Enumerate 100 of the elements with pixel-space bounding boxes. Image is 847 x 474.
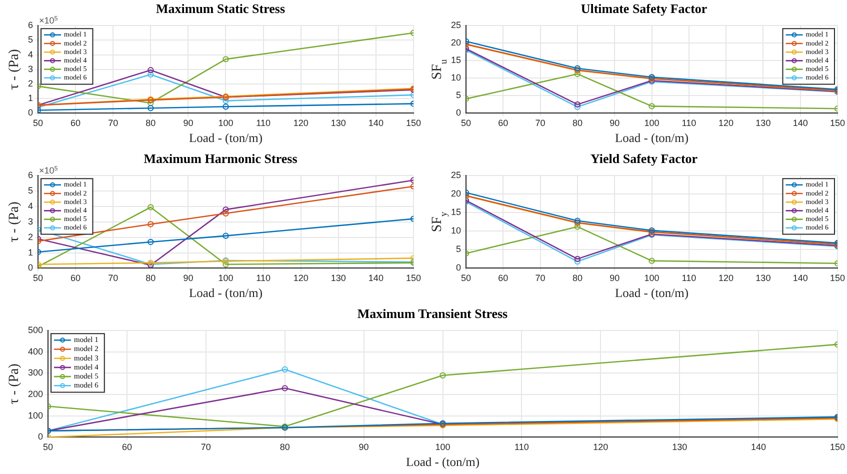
x-tick-label: 60 (498, 273, 508, 284)
y-tick-label: 10 (450, 72, 462, 83)
x-tick-label: 130 (672, 442, 688, 452)
x-tick-label: 70 (535, 273, 546, 284)
y-tick-label: 15 (450, 207, 462, 218)
x-tick-label: 80 (146, 273, 156, 284)
y-tick-label: 6 (28, 170, 34, 180)
x-tick-label: 70 (200, 442, 211, 452)
x-tick-label: 100 (218, 273, 234, 284)
y-tick-label: 25 (450, 20, 462, 30)
x-tick-label: 50 (43, 442, 54, 452)
x-tick-label: 60 (498, 118, 508, 128)
x-tick-label: 140 (751, 442, 766, 452)
x-tick-label: 120 (293, 118, 308, 128)
y-tick-label: 300 (28, 368, 44, 378)
y-tick-label: 1 (28, 247, 34, 258)
y-tick-label: 0 (28, 108, 34, 118)
x-axis-title: Load - (ton/m) (406, 454, 480, 469)
chart-title: Maximum Harmonic Stress (144, 151, 298, 166)
x-axis-title: Load - (ton/m) (614, 130, 689, 145)
x-tick-label: 110 (256, 273, 270, 284)
x-tick-label: 120 (718, 118, 734, 128)
y-tick-label: 2 (28, 232, 34, 242)
chart-title: Maximum Transient Stress (357, 306, 508, 322)
x-tick-label: 130 (756, 118, 771, 128)
y-axis-title: τ - (Pa) (7, 48, 22, 90)
x-axis-title: Load - (ton/m) (188, 286, 263, 300)
x-tick-label: 80 (572, 118, 582, 128)
x-tick-label: 150 (830, 442, 846, 452)
x-tick-label: 80 (572, 273, 582, 284)
y-tick-label: 3 (28, 64, 34, 74)
x-tick-label: 70 (535, 118, 546, 128)
y-tick-label: 200 (28, 389, 44, 400)
y-tick-label: 0 (456, 108, 462, 118)
x-tick-label: 90 (358, 442, 369, 452)
y-tick-label: 4 (28, 200, 34, 211)
x-tick-label: 100 (644, 118, 660, 128)
y-tick-label: 5 (28, 186, 34, 196)
y-tick-label: 400 (28, 346, 44, 356)
x-tick-label: 80 (280, 442, 290, 452)
x-tick-label: 150 (830, 118, 846, 128)
y-tick-label: 15 (450, 55, 462, 66)
x-tick-label: 130 (330, 118, 346, 128)
x-tick-label: 70 (108, 118, 118, 128)
y-tick-label: 5 (456, 90, 462, 100)
x-tick-label: 140 (368, 118, 384, 128)
x-tick-label: 90 (610, 273, 620, 284)
x-axis-title: Load - (ton/m) (188, 130, 263, 145)
y-tick-label: 0 (456, 262, 462, 273)
x-tick-label: 100 (218, 118, 234, 128)
y-tick-label: 5 (28, 34, 34, 45)
chart-title: Yield Safety Factor (590, 151, 698, 166)
y-tick-label: 1 (28, 93, 34, 104)
y-tick-label: 500 (28, 325, 44, 336)
y-tick-label: 4 (28, 49, 34, 60)
y-tick-label: 0 (38, 432, 44, 442)
x-tick-label: 120 (718, 273, 734, 284)
x-tick-label: 60 (70, 118, 81, 128)
y-tick-label: 25 (450, 170, 462, 180)
y-tick-label: 20 (450, 188, 462, 199)
x-tick-label: 110 (682, 273, 696, 284)
x-tick-label: 140 (368, 273, 384, 284)
y-tick-label: 3 (28, 216, 34, 226)
x-tick-label: 90 (183, 273, 194, 284)
y-tick-label: 100 (28, 410, 44, 420)
x-tick-label: 50 (33, 118, 44, 128)
x-axis-title: Load - (ton/m) (614, 286, 689, 300)
y-axis-title: τ - (Pa) (7, 363, 22, 404)
x-tick-label: 50 (33, 273, 44, 284)
x-tick-label: 110 (256, 118, 270, 128)
y-tick-label: 5 (456, 244, 462, 254)
x-tick-label: 120 (593, 442, 608, 452)
chart-title: Ultimate Safety Factor (580, 1, 708, 16)
x-tick-label: 110 (514, 442, 529, 452)
x-tick-label: 60 (70, 273, 81, 284)
x-tick-label: 50 (461, 273, 472, 284)
y-tick-label: 10 (450, 226, 462, 236)
x-tick-label: 130 (756, 273, 771, 284)
x-tick-label: 140 (792, 118, 808, 128)
x-tick-label: 100 (435, 442, 450, 452)
x-tick-label: 110 (682, 118, 696, 128)
y-tick-label: 2 (28, 78, 34, 88)
x-tick-label: 70 (108, 273, 118, 284)
x-tick-label: 90 (183, 118, 194, 128)
y-tick-label: 0 (28, 262, 34, 273)
x-tick-label: 150 (406, 118, 422, 128)
y-axis-title: SFy (430, 212, 450, 232)
x-tick-label: 60 (122, 442, 132, 452)
x-tick-label: 100 (644, 273, 660, 284)
x-tick-label: 150 (406, 273, 422, 284)
y-tick-label: 20 (450, 38, 462, 48)
x-tick-label: 120 (293, 273, 308, 284)
y-axis-title: SFu (430, 59, 450, 80)
x-tick-label: 150 (830, 273, 846, 284)
x-tick-label: 90 (610, 118, 620, 128)
y-tick-label: 6 (28, 20, 34, 30)
chart-title: Maximum Static Stress (156, 1, 286, 16)
x-tick-label: 140 (792, 273, 808, 284)
x-tick-label: 80 (146, 118, 156, 128)
y-axis-title: τ - (Pa) (7, 201, 22, 242)
